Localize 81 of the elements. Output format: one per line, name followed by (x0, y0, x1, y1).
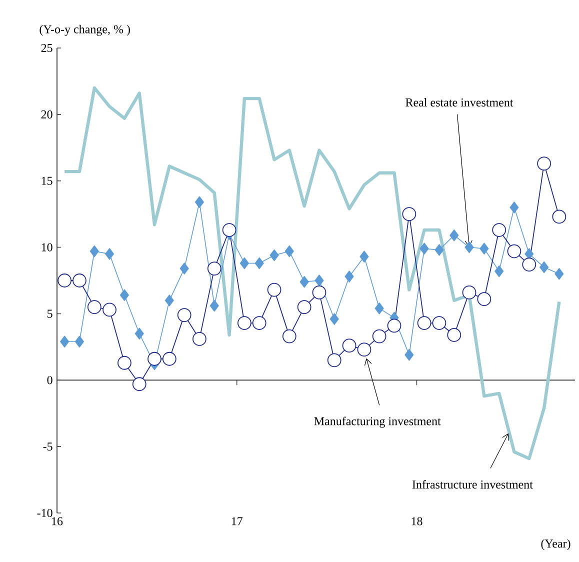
point (464, 241, 474, 254)
point (314, 274, 324, 286)
point (102, 302, 116, 317)
point (480, 242, 489, 255)
point (540, 261, 549, 274)
point (87, 300, 102, 314)
annotation: Real estate investment (406, 98, 514, 107)
point (90, 245, 99, 258)
annotation: Infrastructure investment (412, 480, 533, 489)
point (450, 229, 459, 242)
point (192, 332, 206, 346)
point (420, 242, 429, 255)
point (554, 268, 564, 280)
point (252, 316, 266, 330)
point (492, 223, 506, 237)
point (374, 302, 384, 314)
point (72, 274, 86, 288)
point (118, 356, 132, 370)
point (297, 300, 312, 314)
x-axis-title: (Year) (541, 539, 570, 550)
y-tick-label: 25 (41, 44, 52, 52)
point (60, 336, 70, 348)
point (357, 342, 372, 357)
point (447, 328, 462, 342)
point (342, 338, 356, 353)
point (194, 196, 204, 208)
point (387, 318, 402, 333)
point (372, 329, 386, 344)
point (162, 352, 176, 366)
point (270, 249, 279, 262)
point (417, 316, 432, 330)
point (120, 289, 129, 302)
point (180, 262, 189, 274)
point (74, 336, 84, 348)
point (537, 156, 552, 171)
point (177, 308, 192, 322)
point (522, 258, 536, 272)
y-tick-label: 20 (41, 110, 52, 118)
point (344, 270, 354, 282)
point (132, 377, 146, 392)
point (237, 316, 252, 330)
point (432, 316, 446, 330)
point (477, 292, 492, 306)
point (164, 294, 174, 306)
x-tick-label: 17 (232, 517, 243, 526)
point (134, 328, 144, 340)
point (552, 210, 566, 224)
point (282, 329, 296, 344)
point (327, 353, 342, 368)
point (434, 244, 444, 256)
point (240, 257, 249, 270)
point (210, 300, 219, 312)
point (104, 248, 114, 260)
point (507, 244, 522, 258)
point (300, 276, 309, 288)
point (494, 265, 504, 278)
point (360, 250, 369, 262)
point (330, 313, 339, 325)
point (254, 257, 264, 270)
y-tick-label: 10 (42, 243, 52, 252)
point (148, 352, 162, 366)
point (404, 349, 414, 361)
y-tick-label: 5 (48, 310, 52, 318)
point (267, 282, 282, 297)
annotation: Manufacturing investment (314, 416, 441, 428)
y-tick-label: 15 (42, 176, 52, 185)
x-tick-label: 18 (412, 517, 422, 526)
line-series (62, 86, 561, 460)
point (58, 274, 72, 288)
point (207, 262, 222, 276)
point (222, 223, 236, 237)
point (312, 286, 326, 300)
y-tick-label: -5 (43, 442, 52, 451)
x-tick-label: 16 (52, 517, 63, 526)
point (402, 207, 416, 222)
point (510, 202, 519, 214)
y-tick-label: -10 (37, 508, 52, 518)
point (462, 286, 476, 300)
y-axis-title: (Y-o-y change, % ) (40, 24, 130, 36)
point (284, 245, 294, 258)
y-tick-label: 0 (47, 376, 52, 384)
